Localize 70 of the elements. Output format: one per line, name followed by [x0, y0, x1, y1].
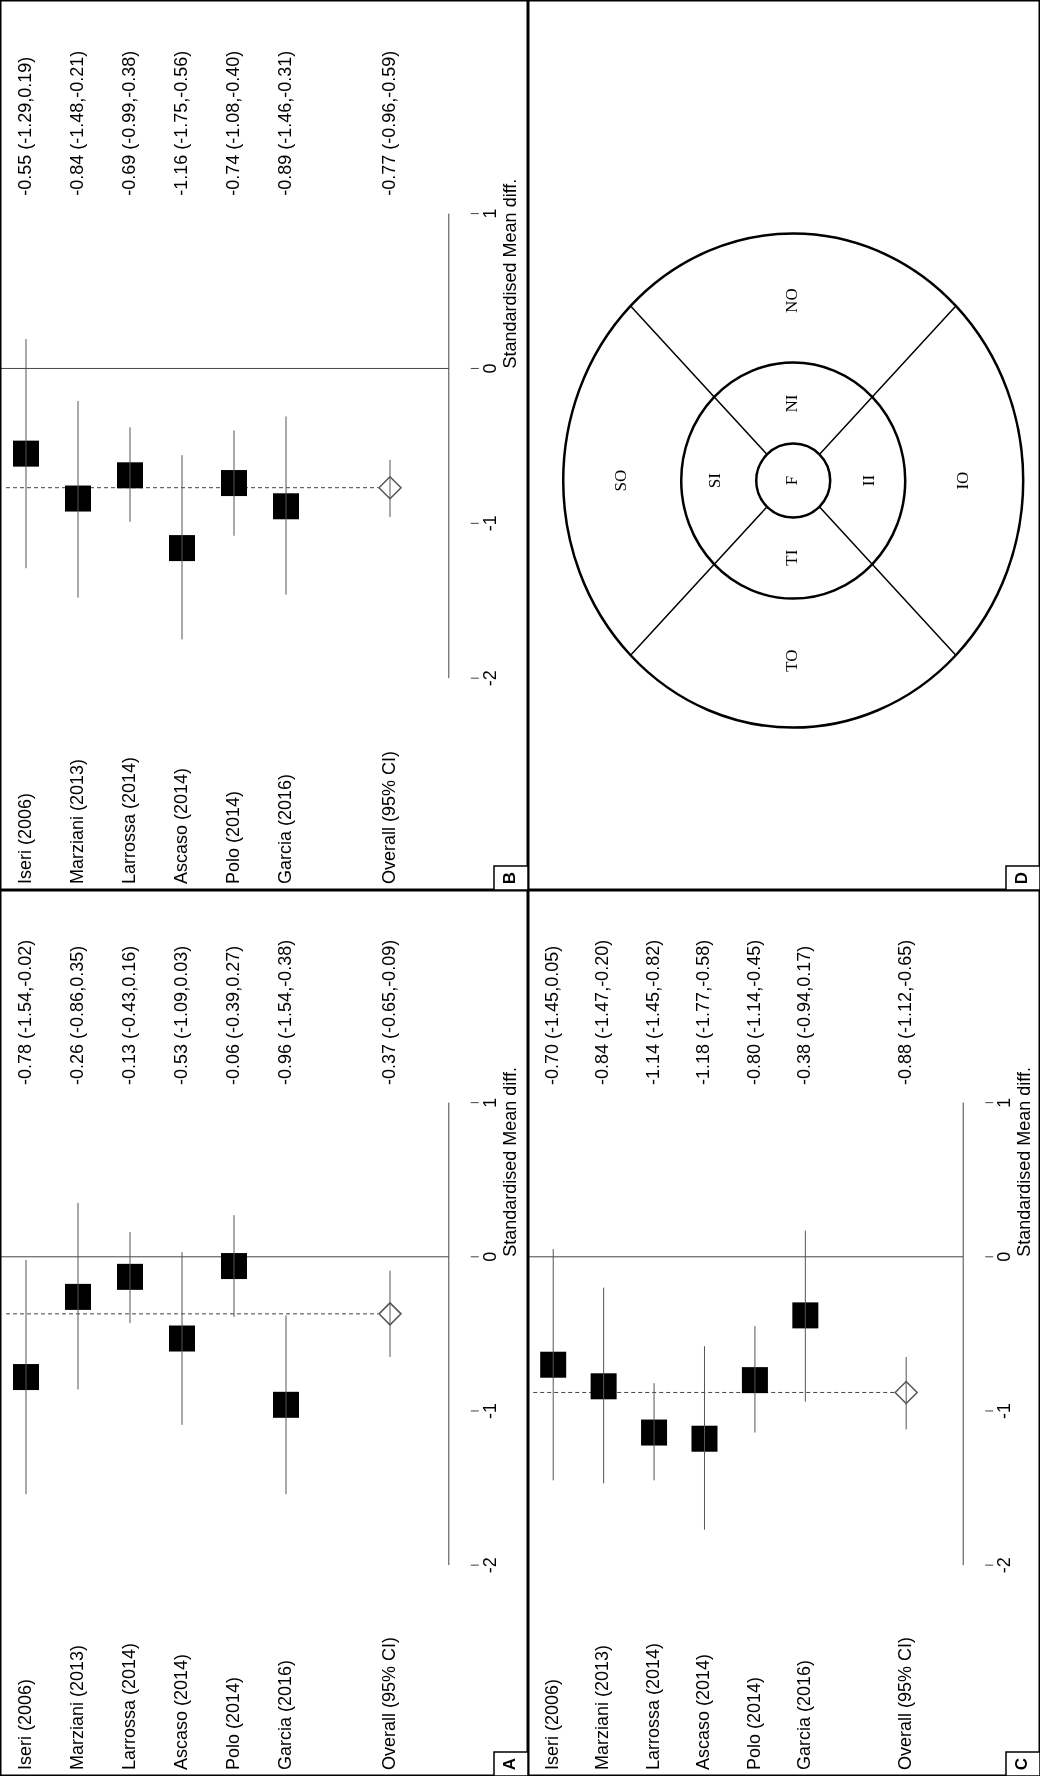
text: NI: [782, 394, 802, 413]
x-tick-label: Garcia (2016): [274, 1659, 295, 1770]
x-tick-label: Marziani (2013): [592, 1644, 613, 1770]
data-label: -0.78 (-1.54,-0.02): [14, 939, 35, 1085]
text: II: [859, 474, 879, 487]
x-tick-label: Marziani (2013): [66, 1644, 87, 1770]
data-label: -0.69 (-0.99,-0.38): [118, 50, 139, 196]
x-tick-label: Ascaso (2014): [170, 767, 191, 884]
x-tick-label: Overall (95% CI): [378, 1636, 399, 1770]
y-axis-title: Standardised Mean diff.: [1013, 1067, 1034, 1257]
text: -0.88 (-1.12,-0.65): [894, 939, 915, 1085]
x-tick-label: Garcia (2016): [794, 1659, 815, 1770]
text: C: [1012, 1757, 1032, 1771]
text: SO: [611, 469, 631, 492]
data-label: -0.13 (-0.43,0.16): [118, 945, 139, 1085]
y-tick-label: 1: [479, 1097, 500, 1108]
text: NO: [782, 288, 802, 313]
x-tick-label: Larrossa (2014): [118, 756, 139, 884]
data-label: -1.16 (-1.75,-0.56): [170, 50, 191, 196]
x-tick-label: Marziani (2013): [66, 758, 87, 884]
y-tick-label: 0: [479, 1251, 500, 1262]
x-tick-label: Garcia (2016): [274, 773, 295, 884]
y-tick-label: -1: [479, 1402, 500, 1419]
data-label: -0.55 (-1.29,0.19): [14, 56, 35, 196]
x-tick-label: Overall (95% CI): [378, 750, 399, 884]
x-tick-label: Overall (95% CI): [894, 1636, 915, 1770]
data-label: -0.89 (-1.46,-0.31): [274, 50, 295, 196]
data-label: -1.18 (-1.77,-0.58): [693, 939, 714, 1085]
y-tick-label: -2: [479, 1557, 500, 1574]
y-tick-label: 1: [993, 1097, 1014, 1108]
y-tick-label: -1: [993, 1402, 1014, 1419]
data-label: -0.84 (-1.48,-0.21): [66, 50, 87, 196]
text: -0.37 (-0.65,-0.09): [378, 939, 399, 1085]
x-tick-label: Polo (2014): [222, 790, 243, 884]
text: B: [500, 871, 520, 885]
data-label: -0.80 (-1.14,-0.45): [743, 939, 764, 1085]
text: F: [782, 475, 802, 486]
y-tick-label: 1: [479, 208, 500, 219]
data-label: -0.84 (-1.47,-0.20): [592, 939, 613, 1085]
data-label: -0.06 (-0.39,0.27): [222, 945, 243, 1085]
text: D: [1012, 871, 1032, 885]
x-tick-label: Iseri (2006): [541, 1678, 562, 1770]
y-axis-title: Standardised Mean diff.: [499, 1067, 520, 1257]
x-tick-label: Larrossa (2014): [642, 1642, 663, 1770]
data-label: -0.38 (-0.94,0.17): [794, 945, 815, 1085]
x-tick-label: Larrossa (2014): [118, 1642, 139, 1770]
x-tick-label: Iseri (2006): [14, 1678, 35, 1770]
y-axis-title: Standardised Mean diff.: [499, 178, 520, 369]
text: TO: [782, 649, 802, 672]
text: TI: [782, 549, 802, 566]
y-tick-label: 0: [479, 363, 500, 374]
text: A: [500, 1757, 520, 1771]
data-label: -0.70 (-1.45,0.05): [541, 945, 562, 1085]
y-tick-label: -2: [993, 1557, 1014, 1574]
data-label: -1.14 (-1.45,-0.82): [642, 939, 663, 1085]
x-tick-label: Iseri (2006): [14, 792, 35, 884]
text: IO: [953, 471, 973, 490]
data-label: -0.74 (-1.08,-0.40): [222, 50, 243, 196]
text: SI: [705, 472, 725, 489]
data-label: -0.96 (-1.54,-0.38): [274, 939, 295, 1085]
x-tick-label: Ascaso (2014): [693, 1653, 714, 1770]
y-tick-label: 0: [993, 1251, 1014, 1262]
y-tick-label: -1: [479, 515, 500, 532]
y-tick-label: -2: [479, 670, 500, 687]
x-tick-label: Ascaso (2014): [170, 1653, 191, 1770]
data-label: -0.53 (-1.09,0.03): [170, 945, 191, 1085]
x-tick-label: Polo (2014): [743, 1676, 764, 1770]
data-label: -0.26 (-0.86,0.35): [66, 945, 87, 1085]
text: -0.77 (-0.96,-0.59): [378, 50, 399, 196]
x-tick-label: Polo (2014): [222, 1676, 243, 1770]
